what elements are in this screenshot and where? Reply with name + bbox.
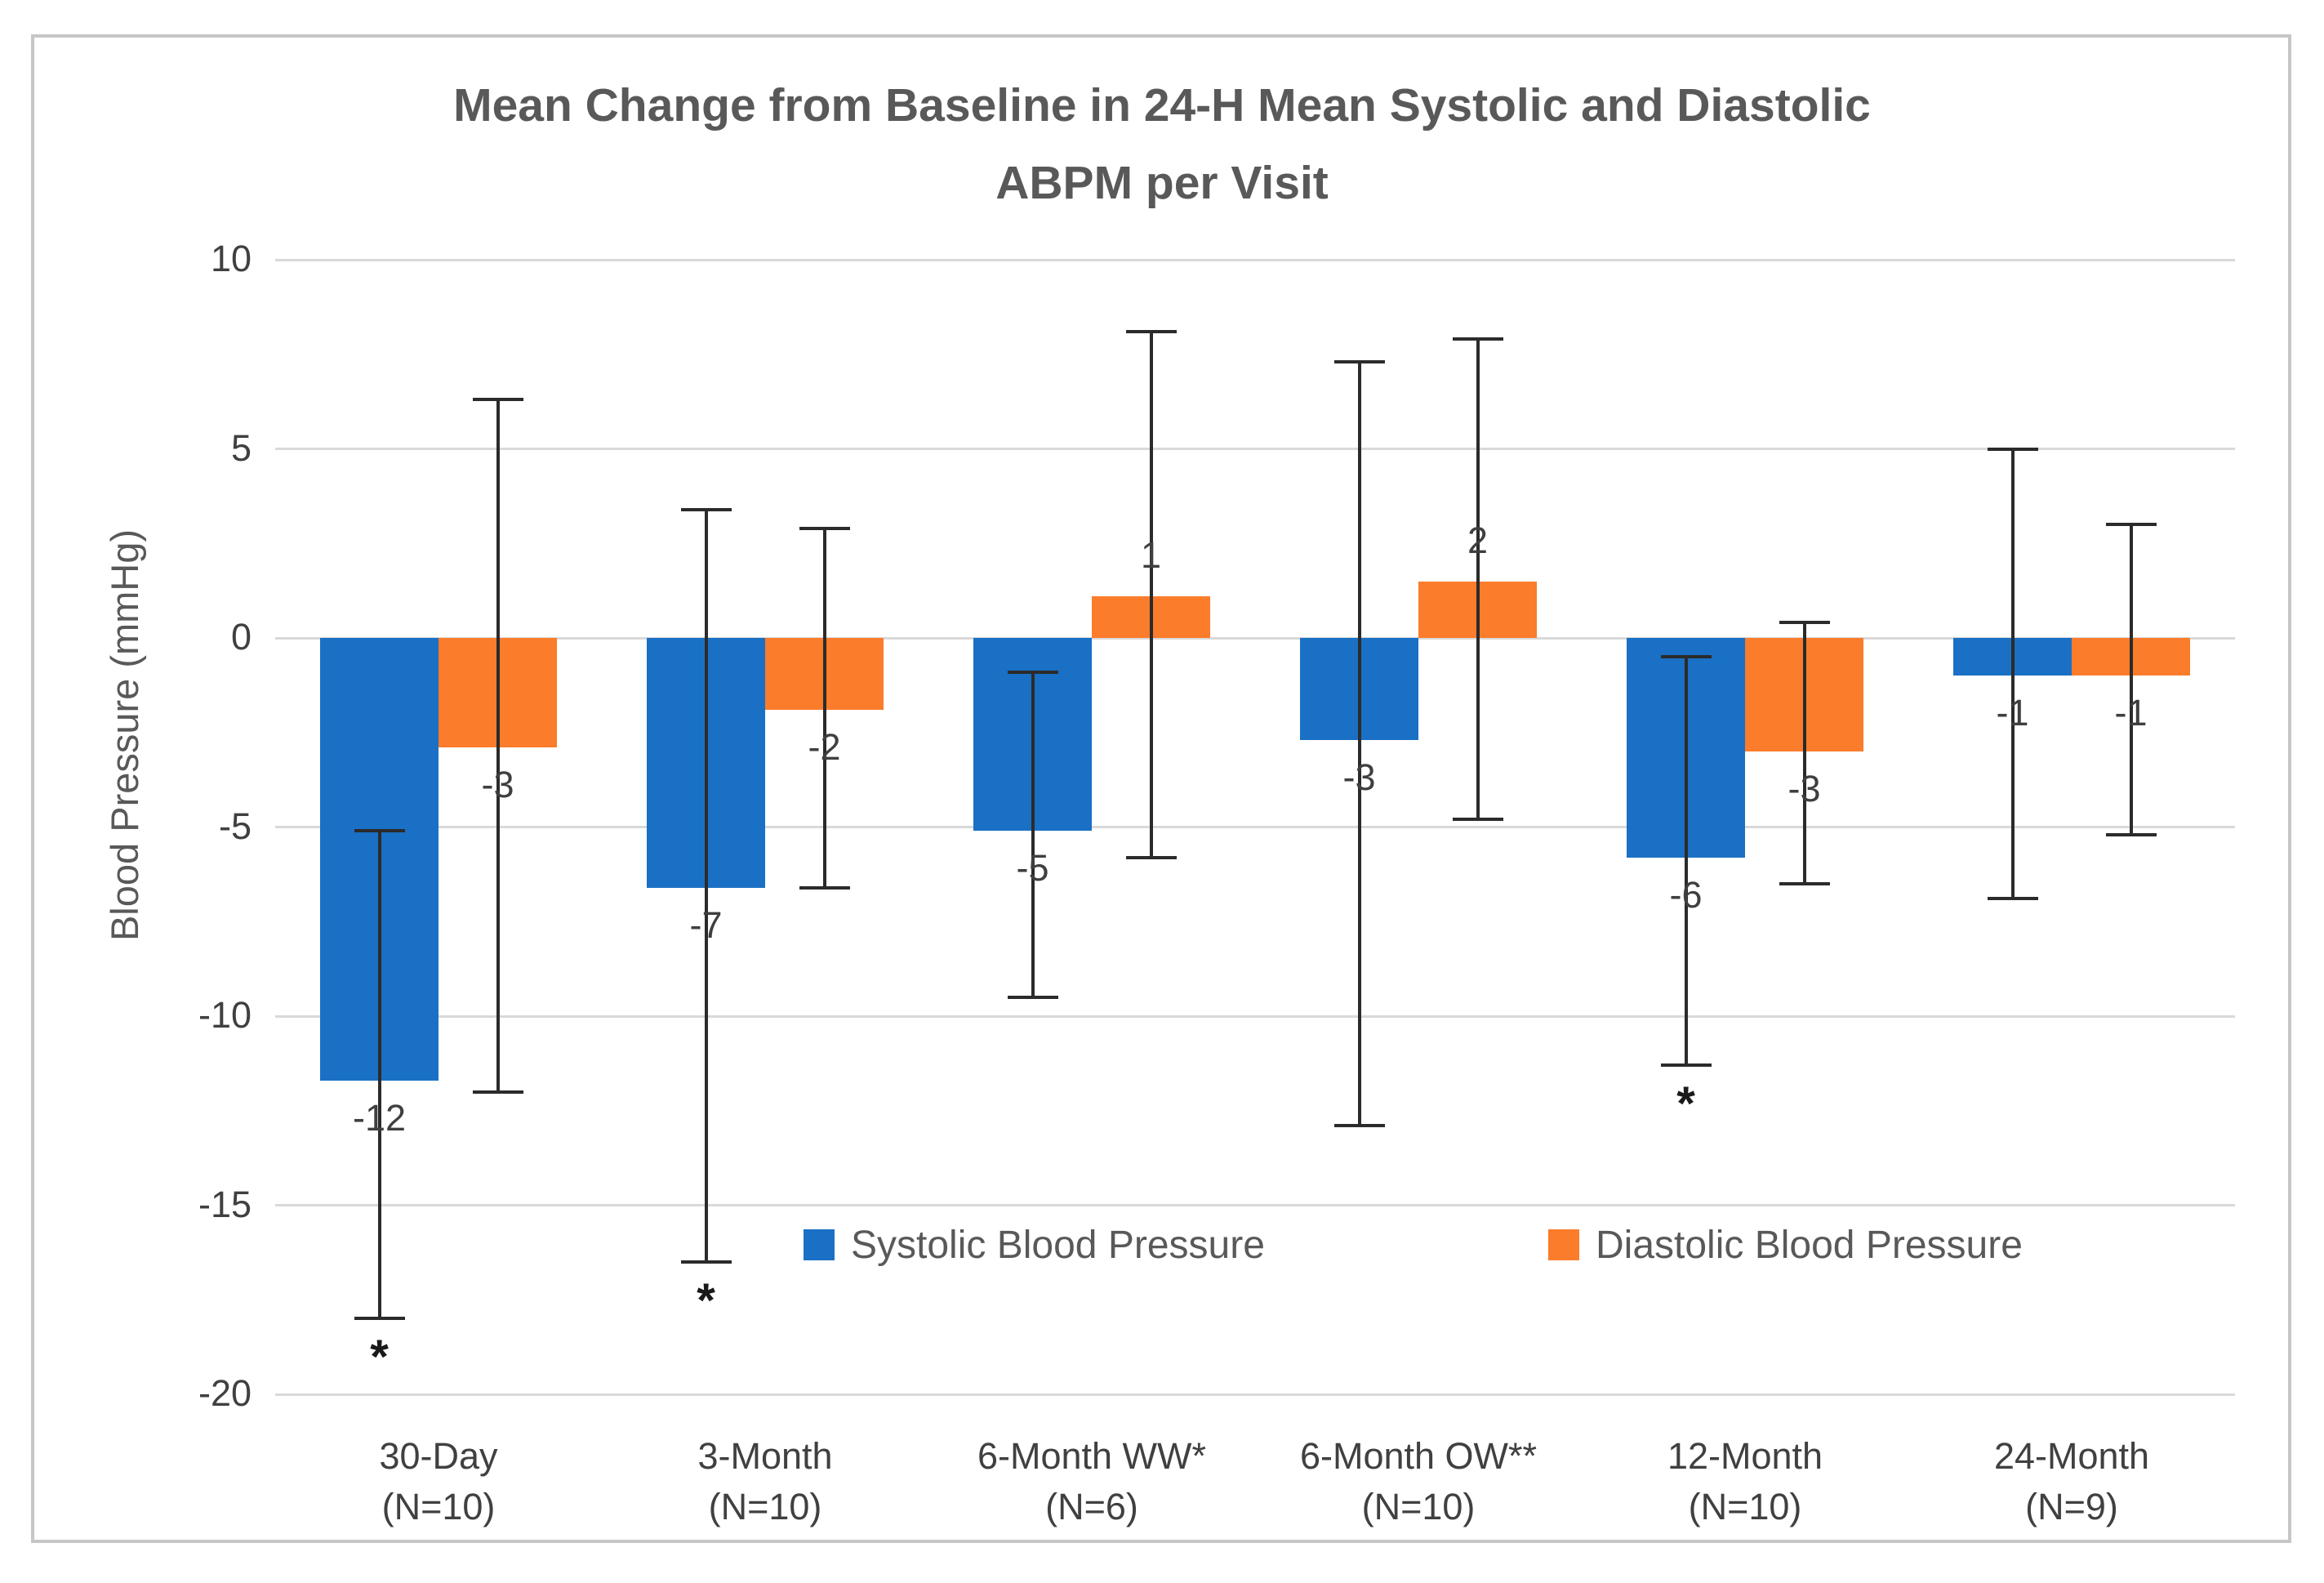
error-bar-cap-bottom-systolic-4 <box>1660 1064 1712 1068</box>
error-bar-line-diastolic-5 <box>2129 524 2133 835</box>
x-tick-label-period: 30-Day <box>379 1435 498 1477</box>
error-bar-cap-top-diastolic-1 <box>799 526 850 530</box>
gridline-5 <box>275 448 2235 450</box>
error-bar-cap-top-diastolic-4 <box>1779 621 1830 625</box>
x-tick-label-period: 12-Month <box>1667 1435 1823 1477</box>
error-bar-cap-bottom-systolic-5 <box>1987 897 2038 901</box>
error-bar-cap-top-systolic-3 <box>1333 360 1385 363</box>
error-bar-cap-bottom-diastolic-1 <box>799 885 850 890</box>
data-label-systolic-1: -7 <box>689 903 723 946</box>
error-bar-cap-bottom-diastolic-4 <box>1779 881 1830 885</box>
data-label-systolic-4: -6 <box>1669 873 1703 916</box>
legend-label-systolic: Systolic Blood Pressure <box>851 1223 1265 1267</box>
y-tick-label--5: -5 <box>218 805 252 847</box>
y-axis-title: Blood Pressure (mmHg) <box>103 528 146 942</box>
x-tick-label-period: 6-Month WW* <box>977 1435 1207 1477</box>
error-bar-line-systolic-5 <box>2010 448 2015 899</box>
y-tick-label--20: -20 <box>198 1372 252 1414</box>
y-tick-label-10: 10 <box>210 238 252 279</box>
error-bar-cap-bottom-systolic-1 <box>680 1260 732 1264</box>
x-tick-label-n: (N=10) <box>1688 1486 1802 1527</box>
error-bar-cap-bottom-diastolic-3 <box>1452 818 1503 822</box>
error-bar-cap-top-diastolic-0 <box>472 398 523 402</box>
legend-swatch-systolic-icon <box>804 1229 835 1260</box>
significance-asterisk-systolic-0: * <box>370 1331 389 1385</box>
error-bar-cap-top-systolic-4 <box>1660 655 1712 659</box>
gridline-0 <box>275 636 2235 640</box>
legend-item-systolic: Systolic Blood Pressure <box>804 1222 1265 1268</box>
chart-title: Mean Change from Baseline in 24-H Mean S… <box>0 67 2324 222</box>
data-label-diastolic-5: -1 <box>2114 692 2148 734</box>
data-label-systolic-2: -5 <box>1016 847 1049 890</box>
data-label-systolic-5: -1 <box>1996 692 2029 734</box>
gridline-10 <box>275 258 2235 261</box>
error-bar-line-diastolic-1 <box>822 528 826 888</box>
error-bar-cap-bottom-systolic-3 <box>1333 1124 1385 1128</box>
gridline--10 <box>275 1014 2235 1018</box>
error-bar-cap-bottom-diastolic-5 <box>2105 832 2157 836</box>
x-tick-label-n: (N=10) <box>1361 1486 1476 1527</box>
error-bar-line-systolic-4 <box>1684 657 1688 1066</box>
error-bar-cap-top-diastolic-5 <box>2105 523 2157 527</box>
data-label-systolic-0: -12 <box>352 1096 407 1139</box>
error-bar-line-systolic-1 <box>704 509 708 1262</box>
x-tick-label-n: (N=6) <box>1045 1486 1138 1527</box>
legend-label-diastolic: Diastolic Blood Pressure <box>1596 1223 2023 1267</box>
data-label-diastolic-0: -3 <box>481 764 514 806</box>
legend-swatch-diastolic-icon <box>1548 1229 1579 1260</box>
y-tick-label--15: -15 <box>198 1183 252 1225</box>
data-label-diastolic-1: -2 <box>808 725 841 768</box>
data-label-diastolic-4: -3 <box>1788 767 1821 809</box>
data-label-diastolic-3: 2 <box>1467 519 1489 561</box>
data-label-systolic-3: -3 <box>1342 756 1376 798</box>
x-tick-label-period: 24-Month <box>1993 1435 2150 1477</box>
data-label-diastolic-2: 1 <box>1140 534 1162 577</box>
x-tick-label-n: (N=9) <box>2025 1486 2118 1527</box>
significance-asterisk-systolic-1: * <box>697 1273 715 1327</box>
y-tick-label--10: -10 <box>198 994 252 1036</box>
error-bar-line-systolic-0 <box>377 831 381 1319</box>
x-tick-label-period: 3-Month <box>697 1435 833 1477</box>
x-tick-label-5: 24-Month (N=9) <box>1908 1431 2235 1532</box>
x-tick-label-1: 3-Month (N=10) <box>602 1431 928 1532</box>
error-bar-line-diastolic-0 <box>496 399 500 1092</box>
error-bar-cap-top-systolic-0 <box>354 829 405 833</box>
error-bar-line-diastolic-4 <box>1802 622 1806 884</box>
error-bar-cap-bottom-diastolic-0 <box>472 1090 523 1094</box>
gridline--20 <box>275 1393 2235 1396</box>
x-tick-label-n: (N=10) <box>381 1486 496 1527</box>
gridline--5 <box>275 826 2235 828</box>
y-tick-label-0: 0 <box>230 616 252 658</box>
y-tick-label-5: 5 <box>230 426 252 469</box>
x-tick-label-0: 30-Day (N=10) <box>275 1431 602 1532</box>
chart-border <box>31 34 2291 1543</box>
error-bar-cap-bottom-systolic-2 <box>1007 995 1058 999</box>
x-tick-label-n: (N=10) <box>708 1486 822 1527</box>
x-tick-label-4: 12-Month (N=10) <box>1582 1431 1908 1532</box>
error-bar-cap-top-diastolic-2 <box>1125 329 1177 333</box>
gridline--15 <box>275 1204 2235 1206</box>
error-bar-line-diastolic-2 <box>1149 331 1153 858</box>
legend-item-diastolic: Diastolic Blood Pressure <box>1548 1222 2023 1268</box>
error-bar-line-systolic-3 <box>1357 362 1361 1126</box>
chart-title-line2: ABPM per Visit <box>995 157 1329 209</box>
error-bar-cap-top-systolic-5 <box>1987 447 2038 451</box>
significance-asterisk-systolic-4: * <box>1676 1077 1695 1131</box>
error-bar-cap-bottom-systolic-0 <box>354 1317 405 1321</box>
x-tick-label-2: 6-Month WW* (N=6) <box>928 1431 1255 1532</box>
error-bar-cap-top-systolic-2 <box>1007 670 1058 674</box>
error-bar-cap-top-systolic-1 <box>680 507 732 511</box>
error-bar-line-diastolic-3 <box>1476 339 1480 820</box>
error-bar-cap-bottom-diastolic-2 <box>1125 855 1177 859</box>
x-tick-label-3: 6-Month OW** (N=10) <box>1255 1431 1582 1532</box>
chart-title-line1: Mean Change from Baseline in 24-H Mean S… <box>453 79 1871 132</box>
error-bar-line-systolic-2 <box>1031 671 1035 997</box>
x-tick-label-period: 6-Month OW** <box>1299 1435 1538 1477</box>
error-bar-cap-top-diastolic-3 <box>1452 337 1503 341</box>
